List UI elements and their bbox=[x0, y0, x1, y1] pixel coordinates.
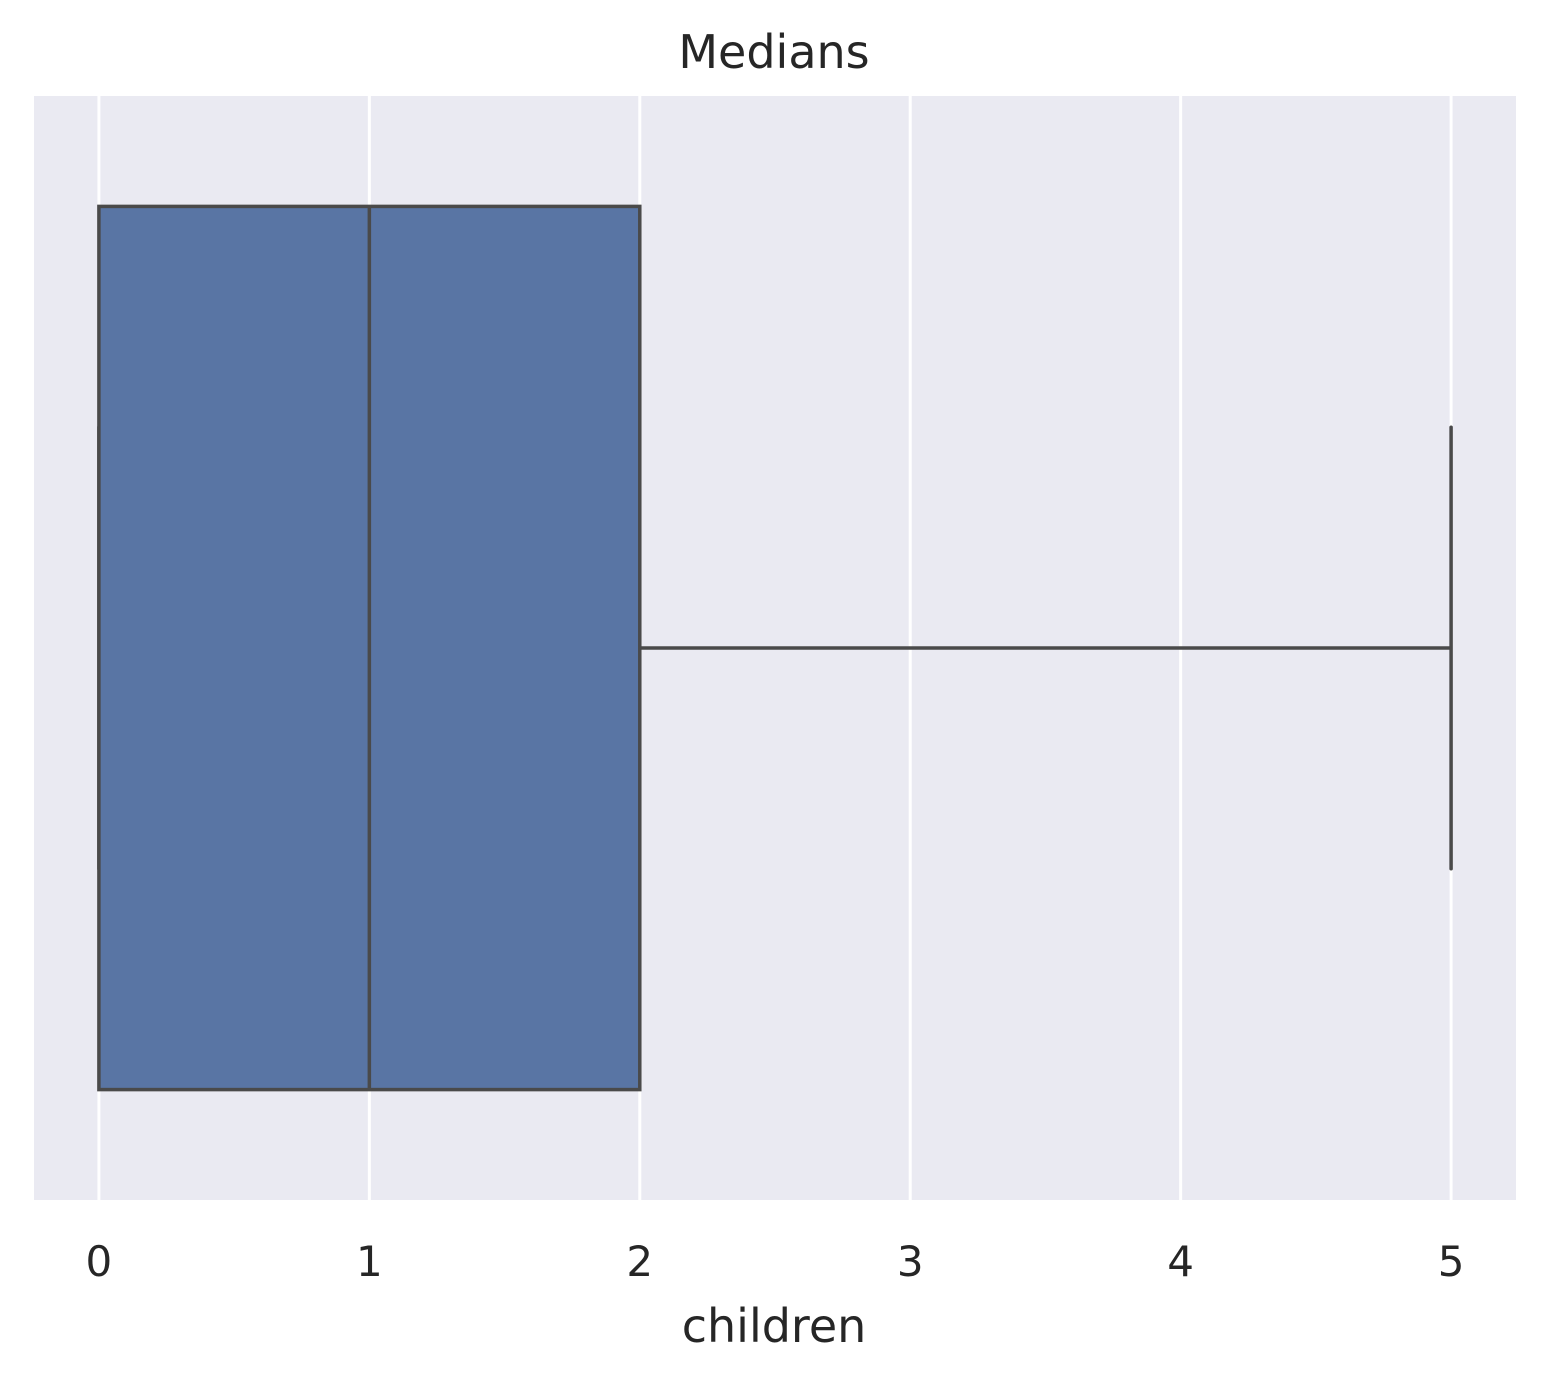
x-tick-labels: 0 1 2 3 4 5 bbox=[86, 1237, 1465, 1286]
x-tick-label-5: 5 bbox=[1438, 1237, 1465, 1286]
x-tick-label-2: 2 bbox=[626, 1237, 653, 1286]
x-tick-label-3: 3 bbox=[897, 1237, 924, 1286]
chart-title: Medians bbox=[678, 25, 869, 79]
box-group bbox=[97, 204, 1453, 1092]
x-tick-label-0: 0 bbox=[86, 1237, 113, 1286]
x-axis-label: children bbox=[682, 1299, 867, 1353]
x-tick-label-1: 1 bbox=[356, 1237, 383, 1286]
x-tick-label-4: 4 bbox=[1167, 1237, 1194, 1286]
